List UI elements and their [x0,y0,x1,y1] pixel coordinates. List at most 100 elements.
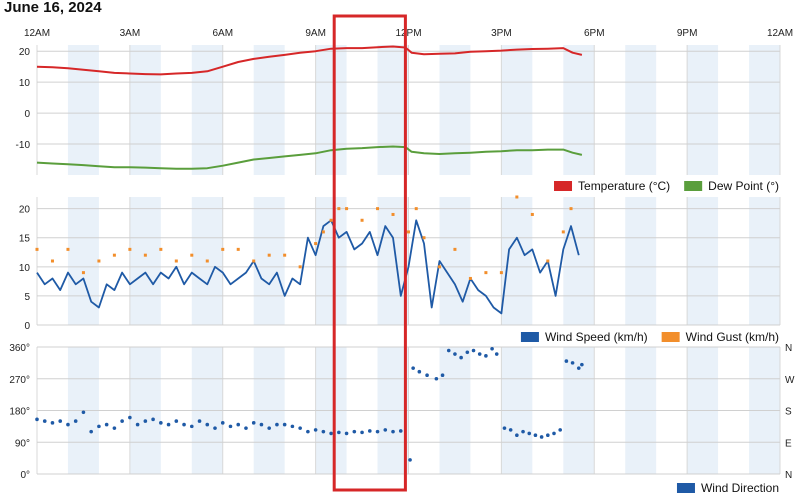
direction-point [558,428,562,432]
gust-point [569,207,573,211]
hour-band [625,45,657,175]
direction-point [259,422,264,427]
gust-point [468,276,472,280]
page-title: June 16, 2024 [4,0,102,16]
hour-band [563,45,595,175]
gust-point [283,253,287,257]
direction-point [166,422,171,427]
gust-point [267,253,271,257]
gust-point [530,212,534,216]
gust-point [314,242,318,246]
direction-point [552,431,556,436]
x-tick-label: 6PM [584,28,605,39]
direction-point [477,352,482,356]
direction-point [97,424,101,429]
direction-point [490,346,494,351]
direction-point [313,428,318,432]
hour-band [625,197,657,325]
direction-point [344,431,349,436]
hour-band [315,45,347,175]
direction-point [576,366,581,370]
x-tick-label: 6AM [212,28,233,39]
gust-point [298,265,302,269]
direction-point [375,429,380,434]
x-tick-label: 12AM [767,28,793,39]
gust-point [422,236,426,240]
direction-point [42,419,47,423]
direction-point [570,361,575,365]
direction-point [236,422,241,427]
x-axis-ticks: 12AM 3AM 6AM 9AM 12PM 3PM 6PM 9PM 12AM [24,28,793,39]
legend-label: Wind Speed (km/h) [545,330,648,344]
y-tick-label: -10 [16,140,31,151]
gust-point [205,259,209,263]
gust-point [35,247,39,251]
direction-point [459,355,463,360]
direction-point [159,421,163,425]
direction-point [66,422,70,427]
direction-point [337,430,341,435]
hour-band [439,45,471,175]
gust-point [561,230,565,234]
hour-band [67,197,99,325]
x-tick-label: 9PM [677,28,698,39]
gust-point [159,247,163,251]
direction-point [89,429,93,434]
y-tick-label: 90° [15,438,30,449]
x-tick-label: 9AM [305,28,326,39]
y-tick-label: 270° [9,375,30,386]
direction-point [508,428,513,432]
gust-point [546,259,550,263]
gust-point [50,259,54,263]
right-tick-label: W [785,375,795,386]
legend-label: Temperature (°C) [578,179,670,193]
gust-point [190,253,194,257]
hour-band [253,45,285,175]
direction-point [220,421,225,425]
gust-point [236,247,240,251]
y-tick-label: 0 [24,321,30,332]
direction-point [453,352,457,356]
hour-band [253,197,285,325]
direction-point [282,422,287,427]
direction-point [440,373,445,378]
gust-point [414,207,418,211]
gust-point [499,271,503,275]
direction-point [411,366,415,370]
direction-point [151,417,155,422]
x-tick-label: 3PM [491,28,512,39]
direction-point [58,419,63,423]
direction-point [580,362,584,367]
legend-swatch [661,332,680,342]
direction-point [143,419,148,423]
hour-band [439,197,471,325]
y-tick-label: 5 [24,292,30,303]
gust-point [174,259,178,263]
legend-swatch [520,332,539,342]
direction-point [494,352,499,356]
direction-point [298,426,302,430]
y-axis-ticks: 20 10 0 -10 20 15 10 5 0 360° N 270° W 180° S 90° E 0° N [9,47,795,481]
direction-point [539,435,544,439]
y-tick-label: 360° [9,343,30,354]
direction-point [398,429,403,433]
hour-band [501,45,533,175]
hour-band [687,45,719,175]
direction-point [120,419,124,423]
direction-point [244,426,248,430]
direction-point [425,373,429,378]
gust-point [321,230,325,234]
x-tick-label: 3AM [120,28,141,39]
gust-point [360,218,364,222]
direction-point [197,419,202,423]
direction-point [484,354,488,358]
direction-point [446,348,451,353]
direction-point [360,430,364,435]
y-tick-label: 20 [19,47,31,58]
gust-point [376,207,380,211]
gust-point [81,271,85,275]
direction-point [290,424,295,429]
gust-point [252,259,256,263]
y-tick-label: 0° [20,470,30,481]
